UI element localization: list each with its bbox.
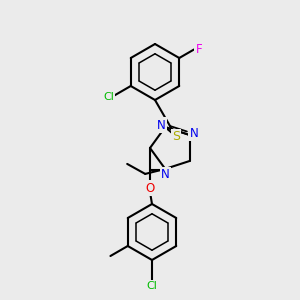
Text: S: S <box>172 130 180 143</box>
Text: N: N <box>189 127 198 140</box>
Text: N: N <box>161 168 170 182</box>
Text: F: F <box>196 43 202 56</box>
Text: N: N <box>157 118 166 132</box>
Text: Cl: Cl <box>147 281 158 291</box>
Text: O: O <box>146 182 154 194</box>
Text: Cl: Cl <box>103 92 114 102</box>
